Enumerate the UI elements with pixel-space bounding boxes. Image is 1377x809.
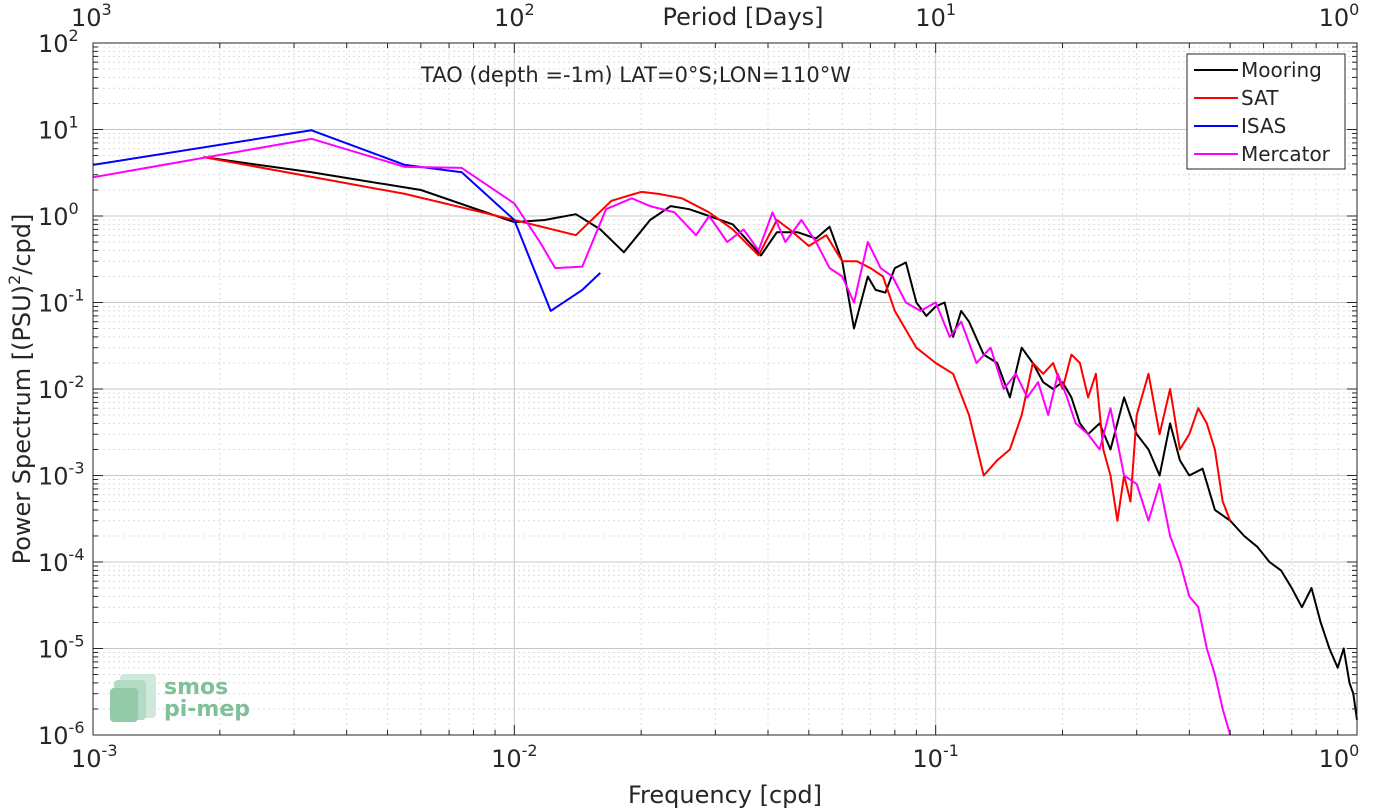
x2-axis-label: Period [Days] <box>662 3 823 31</box>
series-line-isas <box>92 129 601 312</box>
y-tick-label: 101 <box>38 113 79 145</box>
y-axis-label: Power Spectrum [(PSU)2/cpd] <box>5 214 36 565</box>
x2-tick-labels: 103 102 101 100 <box>71 0 1359 32</box>
series-layer <box>92 129 1358 736</box>
y-tick-label: 10-6 <box>38 718 85 750</box>
x-tick-label: 100 <box>1319 741 1360 773</box>
smos-pimep-logo: smos pi-mep <box>110 674 250 722</box>
legend-box <box>1186 53 1346 170</box>
y-tick-label: 10-4 <box>38 545 85 577</box>
series-line-sat <box>203 156 1232 522</box>
x-axis-label: Frequency [cpd] <box>628 781 822 809</box>
legend: Mooring SAT ISAS Mercator <box>1186 53 1346 170</box>
x2-tick-label: 101 <box>915 0 956 32</box>
logo-text-smos: smos <box>164 675 228 700</box>
y-axis-label-sup: 2 <box>5 275 24 285</box>
x-tick-label: 10-2 <box>491 741 538 773</box>
y-tick-label: 10-5 <box>38 632 85 664</box>
legend-label-mercator: Mercator <box>1241 142 1331 166</box>
logo-text-pimep: pi-mep <box>164 697 250 722</box>
legend-label-sat: SAT <box>1241 86 1279 110</box>
x2-tick-label: 102 <box>494 0 535 32</box>
x2-tick-label: 100 <box>1319 0 1360 32</box>
x-tick-labels: 10-3 10-2 10-1 100 <box>71 741 1359 773</box>
y-tick-label: 100 <box>38 199 79 231</box>
series-line-mercator <box>92 137 1232 736</box>
y-axis-label-tail: /cpd] <box>8 214 36 275</box>
y-axis-label-main: Power Spectrum [(PSU) <box>8 285 36 564</box>
logo-waves-icon <box>110 674 156 722</box>
legend-label-mooring: Mooring <box>1241 58 1322 82</box>
x-tick-label: 10-3 <box>71 741 118 773</box>
legend-label-isas: ISAS <box>1241 114 1286 138</box>
y-tick-label: 10-1 <box>38 286 85 318</box>
chart-title: TAO (depth =-1m) LAT=0°S;LON=110°W <box>420 63 851 87</box>
y-tick-labels: 10-6 10-5 10-4 10-3 10-2 10-1 100 101 102 <box>38 26 85 750</box>
x-tick-label: 10-1 <box>912 741 959 773</box>
ticks-layer <box>92 42 1358 736</box>
y-tick-label: 10-2 <box>38 372 85 404</box>
y-tick-label: 102 <box>38 26 79 58</box>
y-tick-label: 10-3 <box>38 459 85 491</box>
x2-tick-label: 103 <box>71 0 112 32</box>
